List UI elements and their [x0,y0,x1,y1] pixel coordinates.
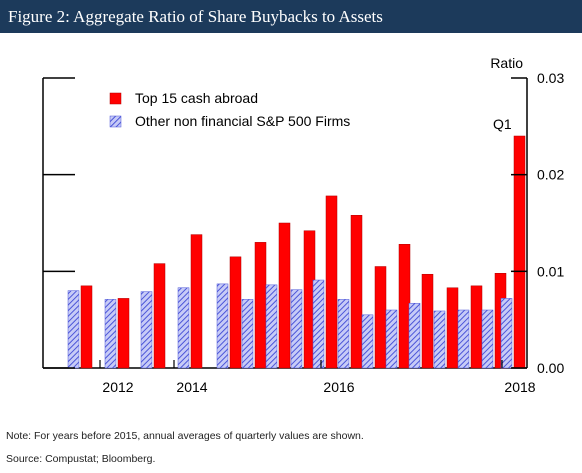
x-tick-label: 2012 [102,379,133,395]
legend-label-top15: Top 15 cash abroad [135,90,258,106]
bar-others [433,310,446,369]
bar-top15 [80,285,93,369]
bar-others [177,287,190,369]
bar-others [457,309,470,369]
bar-top15 [470,285,483,369]
bar-others [104,299,117,369]
chart-source: Source: Compustat; Bloomberg. [6,453,156,465]
axis-layer: 0.00 0.01 0.02 0.03 Ratio Q1 2012 2014 2016 2018 [43,55,564,395]
bar-top15 [190,234,203,369]
x-tick-label: 2014 [176,379,207,395]
x-tick-label: 2016 [323,379,354,395]
bar-others [67,290,80,369]
bar-others [265,284,278,369]
y-tick-label: 0.01 [537,263,564,279]
bar-others [481,309,494,369]
bar-top15 [117,298,130,369]
y-tick-label: 0.02 [537,167,564,183]
legend-swatch-top15 [109,92,122,105]
bar-top15 [325,195,338,369]
bar-others [312,279,325,369]
legend: Top 15 cash abroad Other non financial S&… [109,90,350,129]
bar-top15 [446,287,459,369]
bar-top15 [350,215,363,369]
bar-others [408,302,421,369]
q1-annotation: Q1 [493,116,512,132]
bar-top15 [398,244,411,369]
y-tick-label: 0.03 [537,70,564,86]
bars-layer [67,135,526,369]
bar-others [290,289,303,369]
bar-top15 [374,266,387,369]
bar-top15 [513,135,526,369]
bar-others [241,299,254,369]
bar-others [216,283,229,369]
bar-others [500,298,513,369]
bar-top15 [421,273,434,369]
legend-swatch-others [109,115,122,128]
bar-top15 [278,222,291,369]
y-axis-label: Ratio [490,55,523,71]
bar-top15 [254,242,267,369]
bar-others [361,314,374,369]
bar-others [385,309,398,369]
legend-label-others: Other non financial S&P 500 Firms [135,113,350,129]
chart-note: Note: For years before 2015, annual aver… [6,430,364,442]
bar-others [140,291,153,369]
x-tick-label: 2018 [504,379,535,395]
bar-top15 [229,256,242,369]
figure-title: Figure 2: Aggregate Ratio of Share Buyba… [0,0,582,33]
bar-others [337,299,350,369]
bar-top15 [153,263,166,369]
y-tick-label: 0.00 [537,360,564,376]
